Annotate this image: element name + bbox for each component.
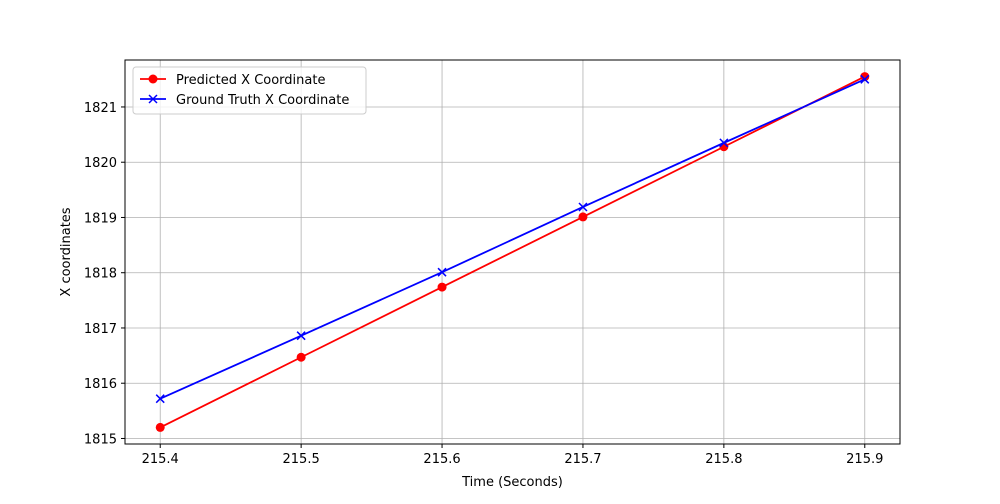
x-tick-label: 215.4 [142, 452, 179, 467]
x-tick-label: 215.8 [705, 452, 742, 467]
x-tick-label: 215.7 [564, 452, 601, 467]
y-tick-label: 1818 [84, 267, 117, 282]
marker-stroke [148, 94, 158, 104]
y-tick-label: 1816 [84, 377, 117, 392]
predicted-legend-marker [148, 74, 158, 84]
predicted-data-point [155, 422, 165, 432]
predicted-data-point [860, 72, 870, 82]
ground-truth-series-line [159, 78, 866, 400]
marker-stroke [437, 267, 447, 277]
predicted-legend-label: Predicted X Coordinate [176, 73, 325, 88]
marker-stroke [155, 394, 165, 404]
predicted-data-point [296, 352, 306, 362]
y-tick-label: 1821 [84, 101, 117, 116]
y-tick-label: 1815 [84, 432, 117, 447]
x-tick-label: 215.6 [423, 452, 460, 467]
predicted-data-point [578, 212, 588, 222]
ground-truth-data-point [296, 331, 306, 341]
y-tick-label: 1817 [84, 322, 117, 337]
predicted-series-line [159, 75, 866, 429]
ground-truth-data-point [719, 138, 729, 148]
grid-lines [125, 60, 900, 444]
marker-stroke [578, 202, 588, 212]
ground-truth-legend-marker [148, 94, 158, 104]
ground-truth-data-point [155, 394, 165, 404]
y-tick-label: 1819 [84, 211, 117, 226]
plot-area-frame [124, 59, 901, 445]
predicted-data-point [437, 282, 447, 292]
ground-truth-data-point [437, 267, 447, 277]
marker-stroke [860, 74, 870, 84]
ground-truth-data-point [578, 202, 588, 212]
marker-stroke [719, 138, 729, 148]
marker-stroke [296, 331, 306, 341]
x-tick-label: 215.5 [283, 452, 320, 467]
series-lines [155, 72, 870, 432]
x-tick-label: 215.9 [846, 452, 883, 467]
legend: Predicted X Coordinate Ground Truth X Coo… [132, 66, 367, 115]
y-tick-label: 1820 [84, 156, 117, 171]
y-axis-title: X coordinates [59, 207, 74, 296]
legend-box [132, 66, 367, 115]
axis-ticks: 215.4 215.5 215.6 215.7 215.8 215.9 1815 1816 18… [84, 101, 883, 467]
ground-truth-data-point [860, 74, 870, 84]
x-axis-title: Time (Seconds) [461, 475, 563, 490]
ground-truth-legend-label: Ground Truth X Coordinate [176, 93, 349, 108]
